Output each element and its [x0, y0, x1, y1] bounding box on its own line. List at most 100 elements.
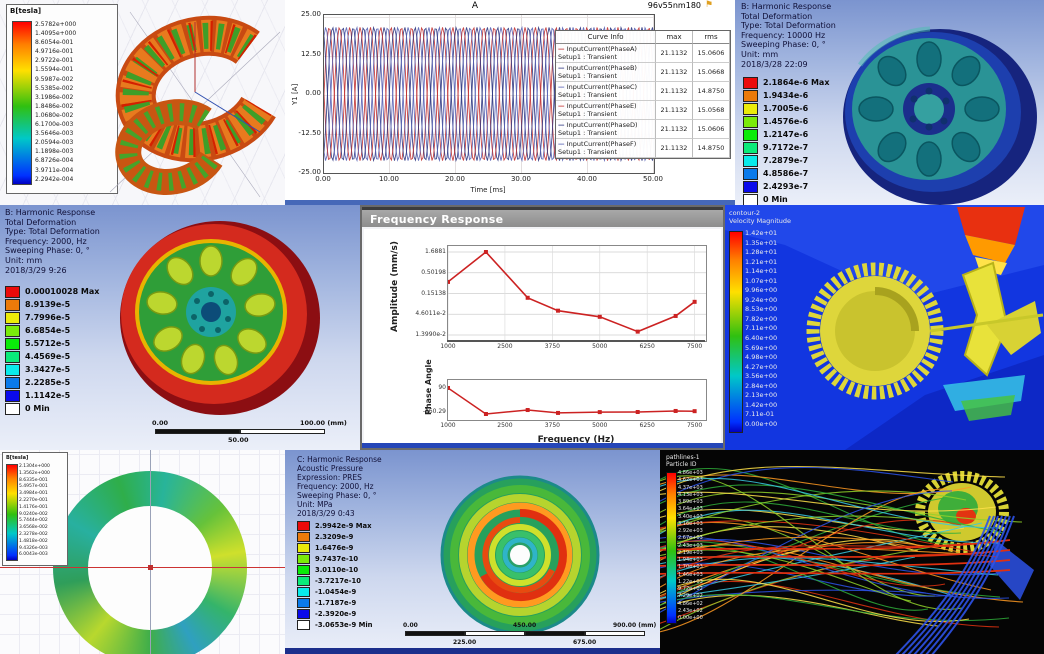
- legend-row: 1.2147e-6: [743, 128, 830, 141]
- legend-value: 6.8726e-004: [35, 157, 74, 165]
- curve-row-name: — InputCurrent(PhaseE) Setup1 : Transient: [556, 101, 656, 120]
- legend-value: 7.11e+00: [745, 324, 778, 333]
- legend-swatch: [297, 575, 310, 586]
- legend-value: 1.2147e-6: [763, 130, 809, 139]
- legend-row: 2.3209e-9: [297, 531, 373, 542]
- legend-value: 3.0110e-10: [315, 565, 359, 574]
- tick-label: 25.00: [300, 10, 321, 18]
- disc-render: [440, 475, 600, 635]
- legend-title: B[tesla]: [6, 455, 29, 461]
- legend-row: 1.7005e-6: [743, 102, 830, 115]
- legend-row: 2.4293e-7: [743, 180, 830, 193]
- colorbar: [12, 21, 32, 185]
- curve-row-rms: 14.8750: [693, 139, 730, 158]
- curve-row-max: 21.1132: [656, 82, 693, 101]
- col-header: rms: [693, 31, 730, 44]
- legend-row: 7.2879e-7: [743, 154, 830, 167]
- legend-value: 9.5987e-002: [35, 75, 74, 83]
- legend-value: 6.1700e-003: [35, 121, 74, 129]
- info-line: Frequency: 2000, Hz: [297, 482, 374, 491]
- tick-label: 12.50: [300, 49, 321, 58]
- crosshair-vertical: [150, 450, 151, 654]
- legend-value: 2.1864e-6 Max: [763, 78, 830, 87]
- info-line: C: Harmonic Response: [297, 455, 382, 464]
- window-titlebar[interactable]: Frequency Response: [362, 207, 723, 227]
- legend-swatch: [297, 520, 310, 531]
- wheel-render-blue: [843, 26, 1037, 205]
- tick-label: 1.3990e-2: [415, 331, 446, 338]
- taskbar-strip: [362, 443, 723, 448]
- legend-value: 2.84e+00: [745, 381, 778, 390]
- phase-curve: [446, 386, 697, 416]
- legend-row: 7.7996e-5: [5, 311, 99, 324]
- amplitude-curve: [446, 246, 706, 341]
- legend-value: 4.98e+00: [745, 353, 778, 362]
- phase-chart: 90 -160.29 1000 2500 3750 5000 6250 7500: [423, 379, 707, 429]
- legend-value: 8.6335e-001: [19, 477, 48, 483]
- scale-segment: [525, 631, 585, 636]
- wheel-render-red: [120, 221, 320, 415]
- legend-value: 4.4569e-5: [25, 352, 71, 361]
- info-line: Sweeping Phase: 0, °: [297, 491, 377, 500]
- pressure-legend: 2.9942e-9 Max 2.3209e-9 1.6476e-9 9.7437…: [297, 520, 373, 630]
- curve-row-rms: 14.8750: [693, 82, 730, 101]
- legend-value: 1.4818e-002: [19, 538, 48, 544]
- curve-row-name: — InputCurrent(PhaseD) Setup1 : Transient: [556, 120, 656, 139]
- legend-value: 7.82e+00: [745, 314, 778, 323]
- x-axis-label: Frequency (Hz): [537, 435, 615, 445]
- panel-transient-plot: A 96v55nm180 ⚑ Y1 [A] Time [ms] Curve In…: [285, 0, 735, 205]
- tick-label: -25.00: [298, 168, 321, 176]
- model-name: 96v55nm180: [647, 1, 701, 10]
- legend-value: 8.9139e-5: [25, 300, 71, 309]
- legend-value: 1.07e+01: [745, 276, 778, 285]
- origin-marker: [148, 565, 153, 570]
- legend-swatch: [297, 586, 310, 597]
- colorbar: [729, 231, 743, 433]
- legend-swatch: [5, 376, 20, 389]
- legend-value: 2.2285e-5: [25, 378, 71, 387]
- curve-color-dash: —: [558, 102, 567, 110]
- bfield-legend: B[tesla] 2.1304e+000 1.3562e+000 8.6335e-0…: [2, 452, 68, 566]
- legend-value: -3.0653e-9 Min: [315, 620, 373, 629]
- legend-value: -3.7217e-10: [315, 576, 361, 585]
- streamlines-render: [660, 465, 1034, 654]
- curve-row-name: — InputCurrent(PhaseA) Setup1 : Transient: [556, 44, 656, 63]
- legend-value: 3.89e+03: [678, 499, 703, 505]
- legend-value: -1.7187e-9: [315, 598, 357, 607]
- legend-value: 4.27e+00: [745, 362, 778, 371]
- legend-value: 1.5594e-001: [35, 66, 74, 74]
- legend-value: 1.4176e-001: [19, 504, 48, 510]
- info-line: Expression: PRES: [297, 473, 362, 482]
- legend-value: 1.7005e-6: [763, 104, 809, 113]
- legend-swatch: [5, 350, 20, 363]
- legend-swatch: [5, 389, 20, 402]
- curve-row-rms: 15.0668: [693, 63, 730, 82]
- legend-value: 1.0680e-002: [35, 111, 74, 119]
- panel-pathlines: pathlines-1 Particle ID 4.86e+03 4.62e+03 4…: [660, 450, 1044, 654]
- legend-value: 2.43e+02: [678, 607, 703, 614]
- x-axis-label: Time [ms]: [470, 186, 506, 194]
- legend-values: 2.5782e+000 1.4095e+000 8.6054e-001 4.9716e…: [35, 20, 76, 184]
- tick-label: 0.00: [315, 175, 331, 183]
- curve-color-dash: —: [558, 45, 567, 53]
- legend-value: 2.4293e-7: [763, 182, 809, 191]
- window-bottom-strip: [285, 648, 660, 654]
- legend-value: 2.67e+03: [678, 535, 703, 542]
- tick-label: 1.6881: [425, 248, 446, 255]
- legend-value: 3.56e+00: [745, 372, 778, 381]
- info-line: Frequency: 2000, Hz: [5, 236, 87, 246]
- legend-value: 3.9711e-004: [35, 166, 74, 174]
- tick-label: 1000: [440, 422, 456, 429]
- flag-icon: ⚑: [704, 0, 713, 10]
- legend-value: 0 Min: [25, 404, 50, 413]
- info-line: 2018/3/29 9:26: [5, 265, 67, 275]
- divider: [447, 340, 705, 342]
- tick-label: 0.50198: [421, 268, 446, 276]
- legend-values: 2.1304e+000 1.3562e+000 8.6335e-001 5.4957e…: [19, 464, 50, 559]
- legend-swatch: [743, 141, 758, 154]
- legend-value: 9.7172e-7: [763, 143, 809, 152]
- tick-label: 50.00: [642, 175, 664, 183]
- legend-swatch: [5, 298, 20, 311]
- legend-value: 1.4095e+000: [35, 30, 77, 38]
- curve-row-name: — InputCurrent(PhaseC) Setup1 : Transient: [556, 82, 656, 101]
